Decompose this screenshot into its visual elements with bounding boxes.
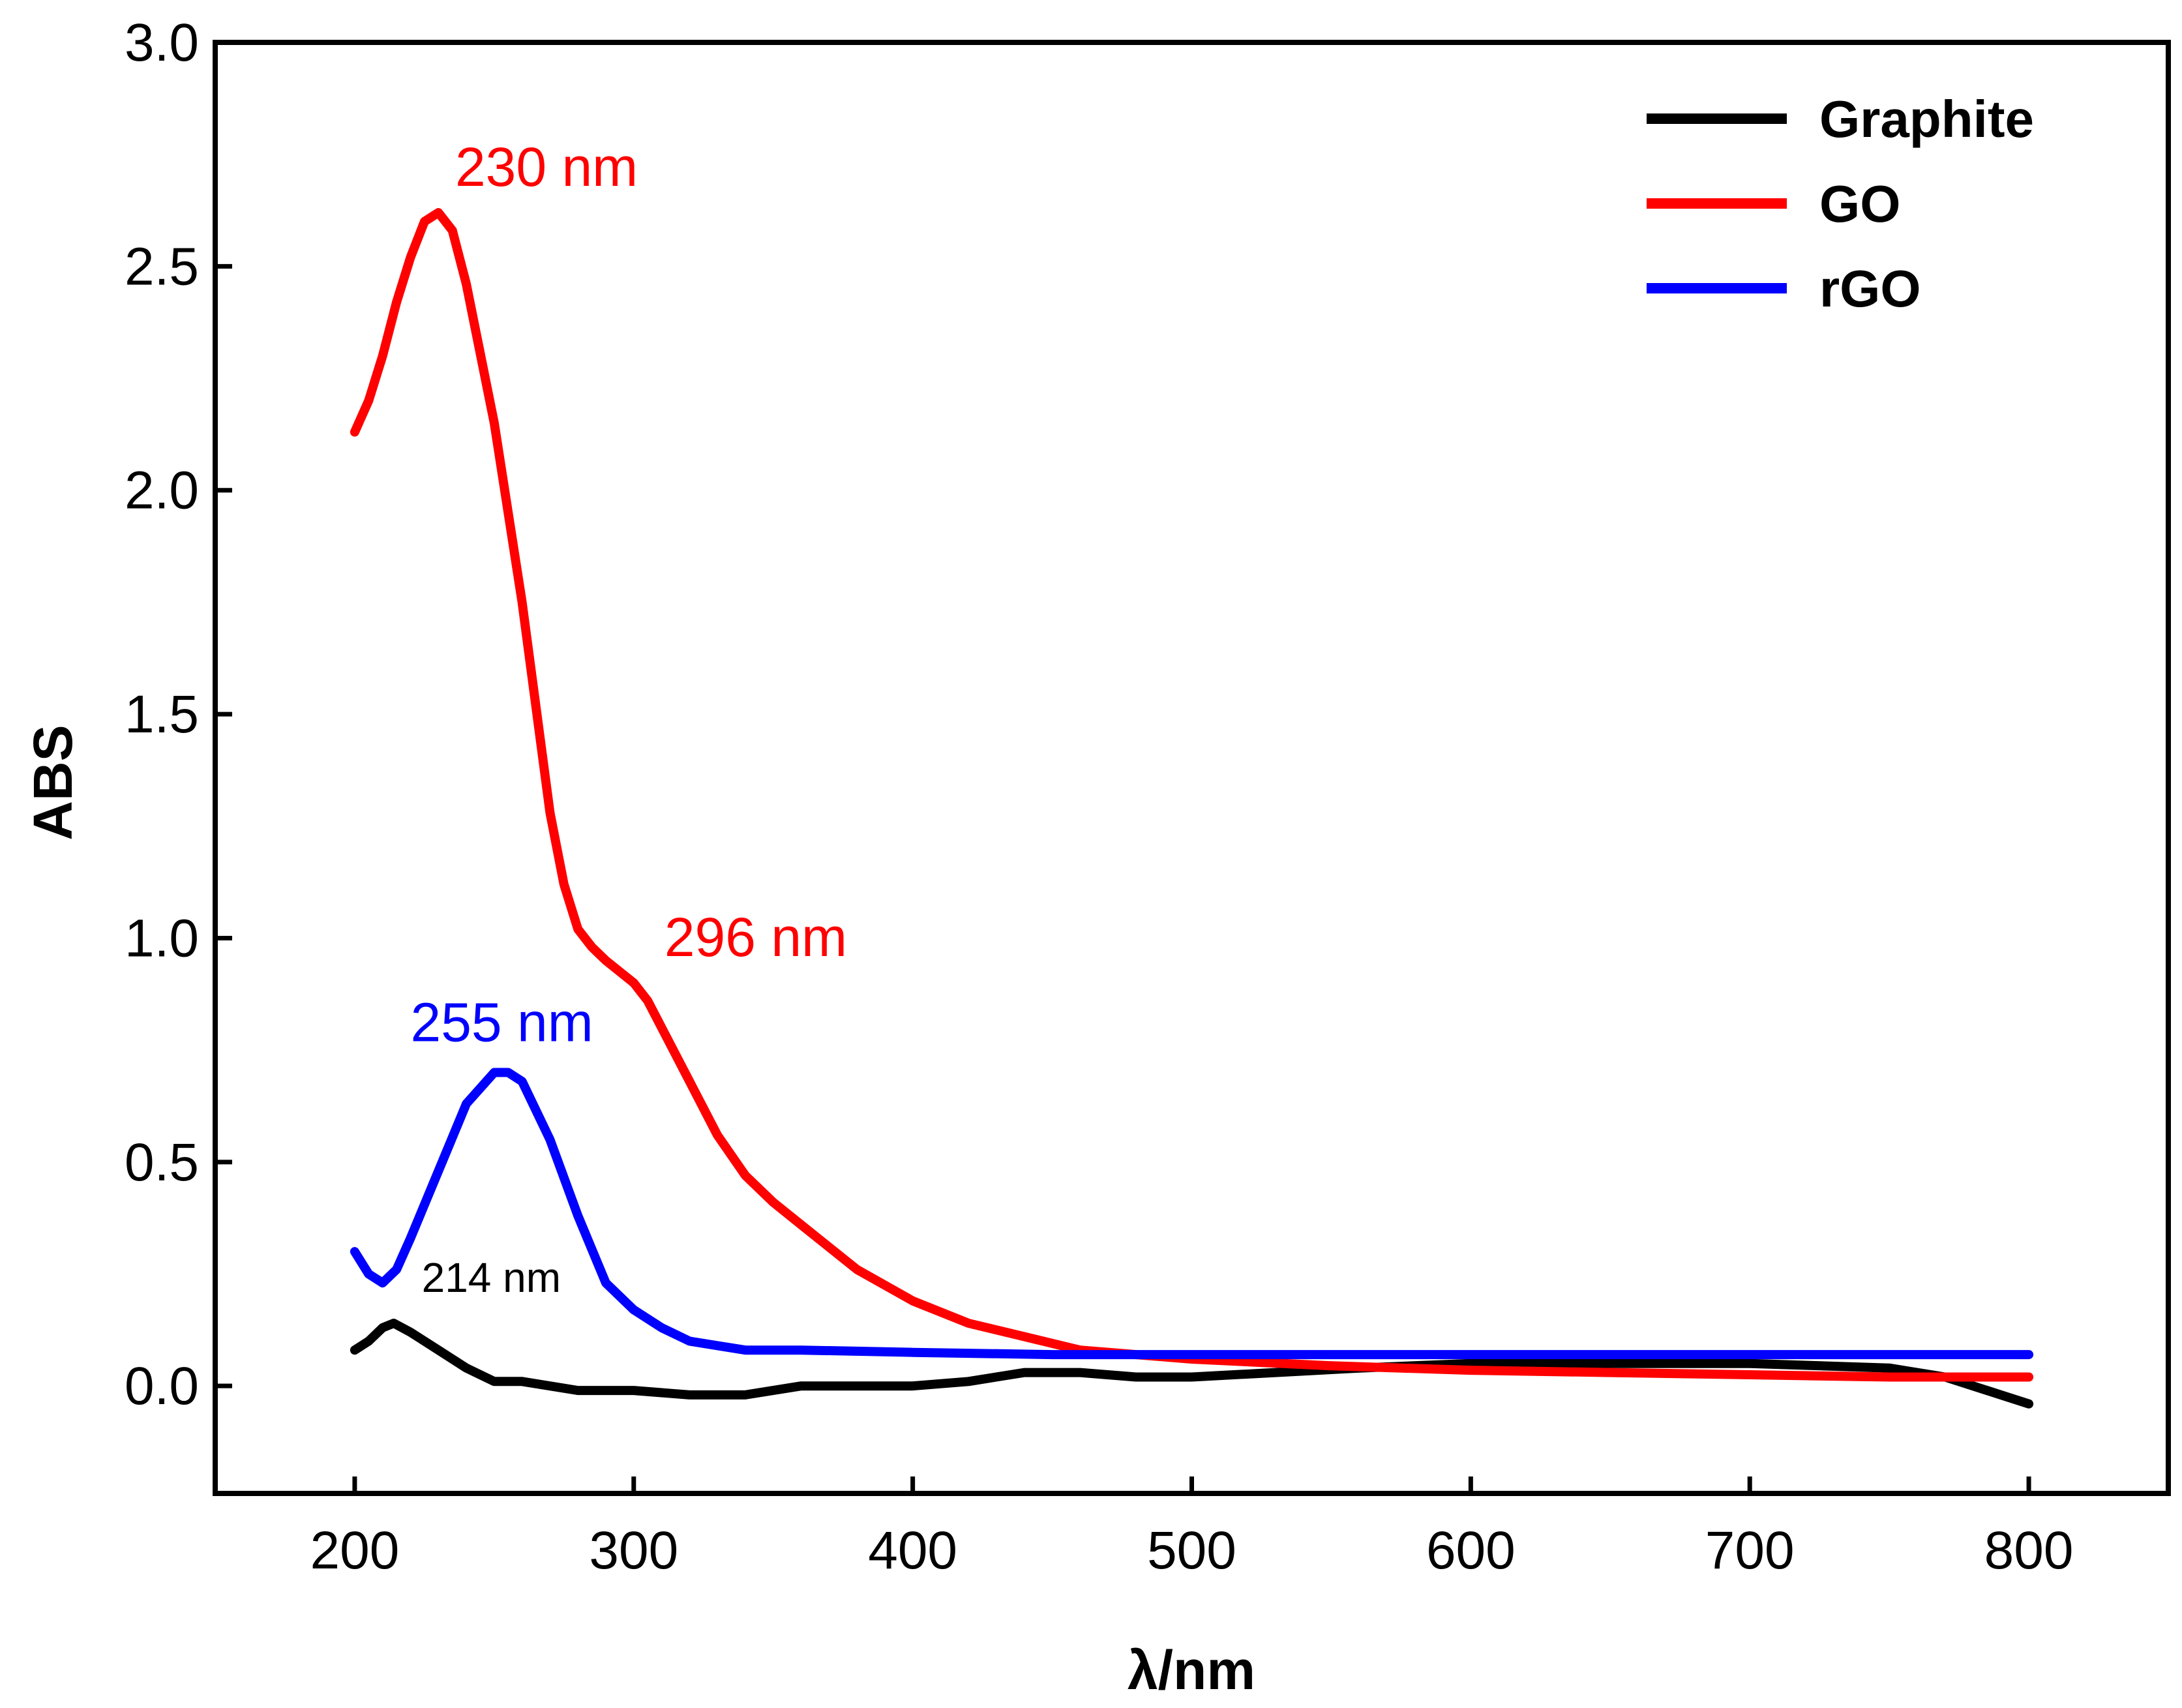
- x-tick-label: 700: [1705, 1521, 1795, 1580]
- y-tick-label: 2.5: [125, 237, 199, 296]
- axis-ticks: 200 300 400 500 600 700 800 0.0 0.5 1.0 1.5 2.0 2.5 3…: [125, 13, 2073, 1580]
- legend-label-go: GO: [1819, 175, 1900, 233]
- series-line-rgo: [350, 1068, 2034, 1360]
- x-tick-label: 600: [1426, 1521, 1516, 1580]
- x-axis-title: λ/nm: [1128, 1640, 1255, 1701]
- x-tick-label: 800: [1984, 1521, 2074, 1580]
- peak-annotations: 230 nm 296 nm 255 nm 214 nm: [411, 136, 848, 1301]
- y-tick-label: 0.5: [125, 1133, 199, 1192]
- y-tick-label: 2.0: [125, 461, 199, 520]
- peak-label: 296 nm: [665, 906, 847, 968]
- legend-label-rgo: rGO: [1819, 260, 1921, 318]
- x-tick-label: 500: [1147, 1521, 1236, 1580]
- legend-label-graphite: Graphite: [1819, 90, 2034, 148]
- series-layer: [350, 208, 2034, 1409]
- x-tick-label: 200: [310, 1521, 400, 1580]
- series-line-graphite: [350, 1319, 2034, 1409]
- y-axis-title: ABS: [22, 725, 83, 840]
- peak-label: 255 nm: [411, 991, 593, 1053]
- legend: Graphite GO rGO: [1647, 90, 2034, 318]
- y-tick-label: 3.0: [125, 13, 199, 72]
- x-tick-label: 300: [589, 1521, 678, 1580]
- y-tick-label: 1.5: [125, 685, 199, 744]
- peak-label: 230 nm: [455, 136, 638, 198]
- y-tick-label: 0.0: [125, 1356, 199, 1416]
- x-tick-label: 400: [868, 1521, 957, 1580]
- y-tick-label: 1.0: [125, 908, 199, 968]
- peak-label: 214 nm: [422, 1254, 561, 1301]
